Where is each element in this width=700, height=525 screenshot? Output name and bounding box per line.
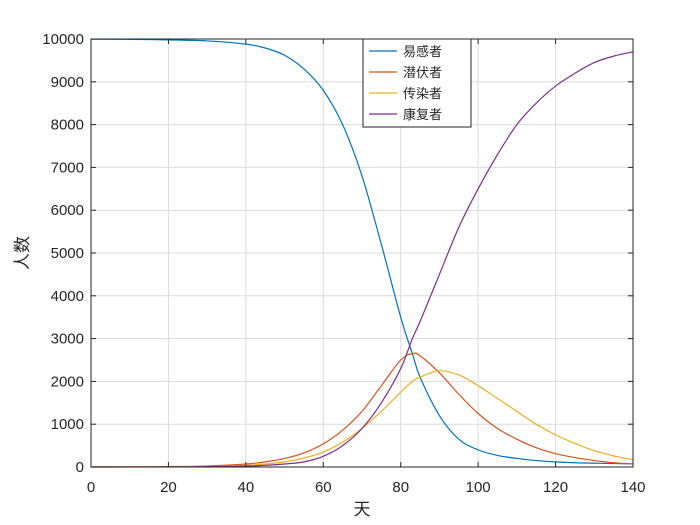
- x-tick-label: 60: [315, 479, 332, 496]
- y-tick-label: 0: [76, 459, 84, 476]
- y-tick-label: 7000: [51, 159, 84, 176]
- legend-label: 易感者: [403, 44, 442, 60]
- infectious-line: [90, 370, 634, 468]
- y-tick-label: 10000: [42, 31, 84, 48]
- y-tick-label: 4000: [51, 288, 84, 305]
- x-axis-title: 天: [354, 500, 371, 520]
- y-tick-label: 9000: [51, 74, 84, 91]
- x-tick-label: 40: [238, 479, 255, 496]
- y-tick-label: 6000: [51, 202, 84, 219]
- x-tick-label: 140: [620, 479, 645, 496]
- y-tick-label: 2000: [51, 373, 84, 390]
- axis-ticks: 0 20 40 60 80 100 120 140 0 1000 2000 3000 4000 5000 6…: [42, 31, 645, 496]
- legend-label: 传染者: [403, 87, 442, 102]
- legend-item-exposed: 潜伏者: [369, 66, 442, 81]
- y-tick-label: 1000: [51, 416, 84, 433]
- legend-label: 潜伏者: [403, 66, 442, 81]
- x-tick-label: 20: [160, 479, 177, 496]
- exposed-line: [90, 352, 634, 468]
- legend-item-susceptible: 易感者: [369, 44, 442, 60]
- susceptible-line: [90, 38, 634, 465]
- legend-box: [362, 38, 472, 128]
- x-tick-label: 100: [466, 479, 491, 496]
- y-tick-label: 5000: [51, 245, 84, 262]
- y-tick-label: 8000: [51, 117, 84, 134]
- y-axis-title: 人数: [13, 236, 33, 270]
- series-lines: [90, 38, 634, 468]
- legend-item-infectious: 传染者: [369, 87, 442, 102]
- x-tick-label: 80: [392, 479, 409, 496]
- grid-lines: [91, 39, 633, 467]
- legend-label: 康复者: [403, 107, 442, 123]
- recovered-line: [90, 51, 634, 468]
- y-tick-label: 3000: [51, 331, 84, 348]
- legend-item-recovered: 康复者: [369, 107, 442, 123]
- x-tick-label: 120: [543, 479, 568, 496]
- x-tick-label: 0: [87, 479, 95, 496]
